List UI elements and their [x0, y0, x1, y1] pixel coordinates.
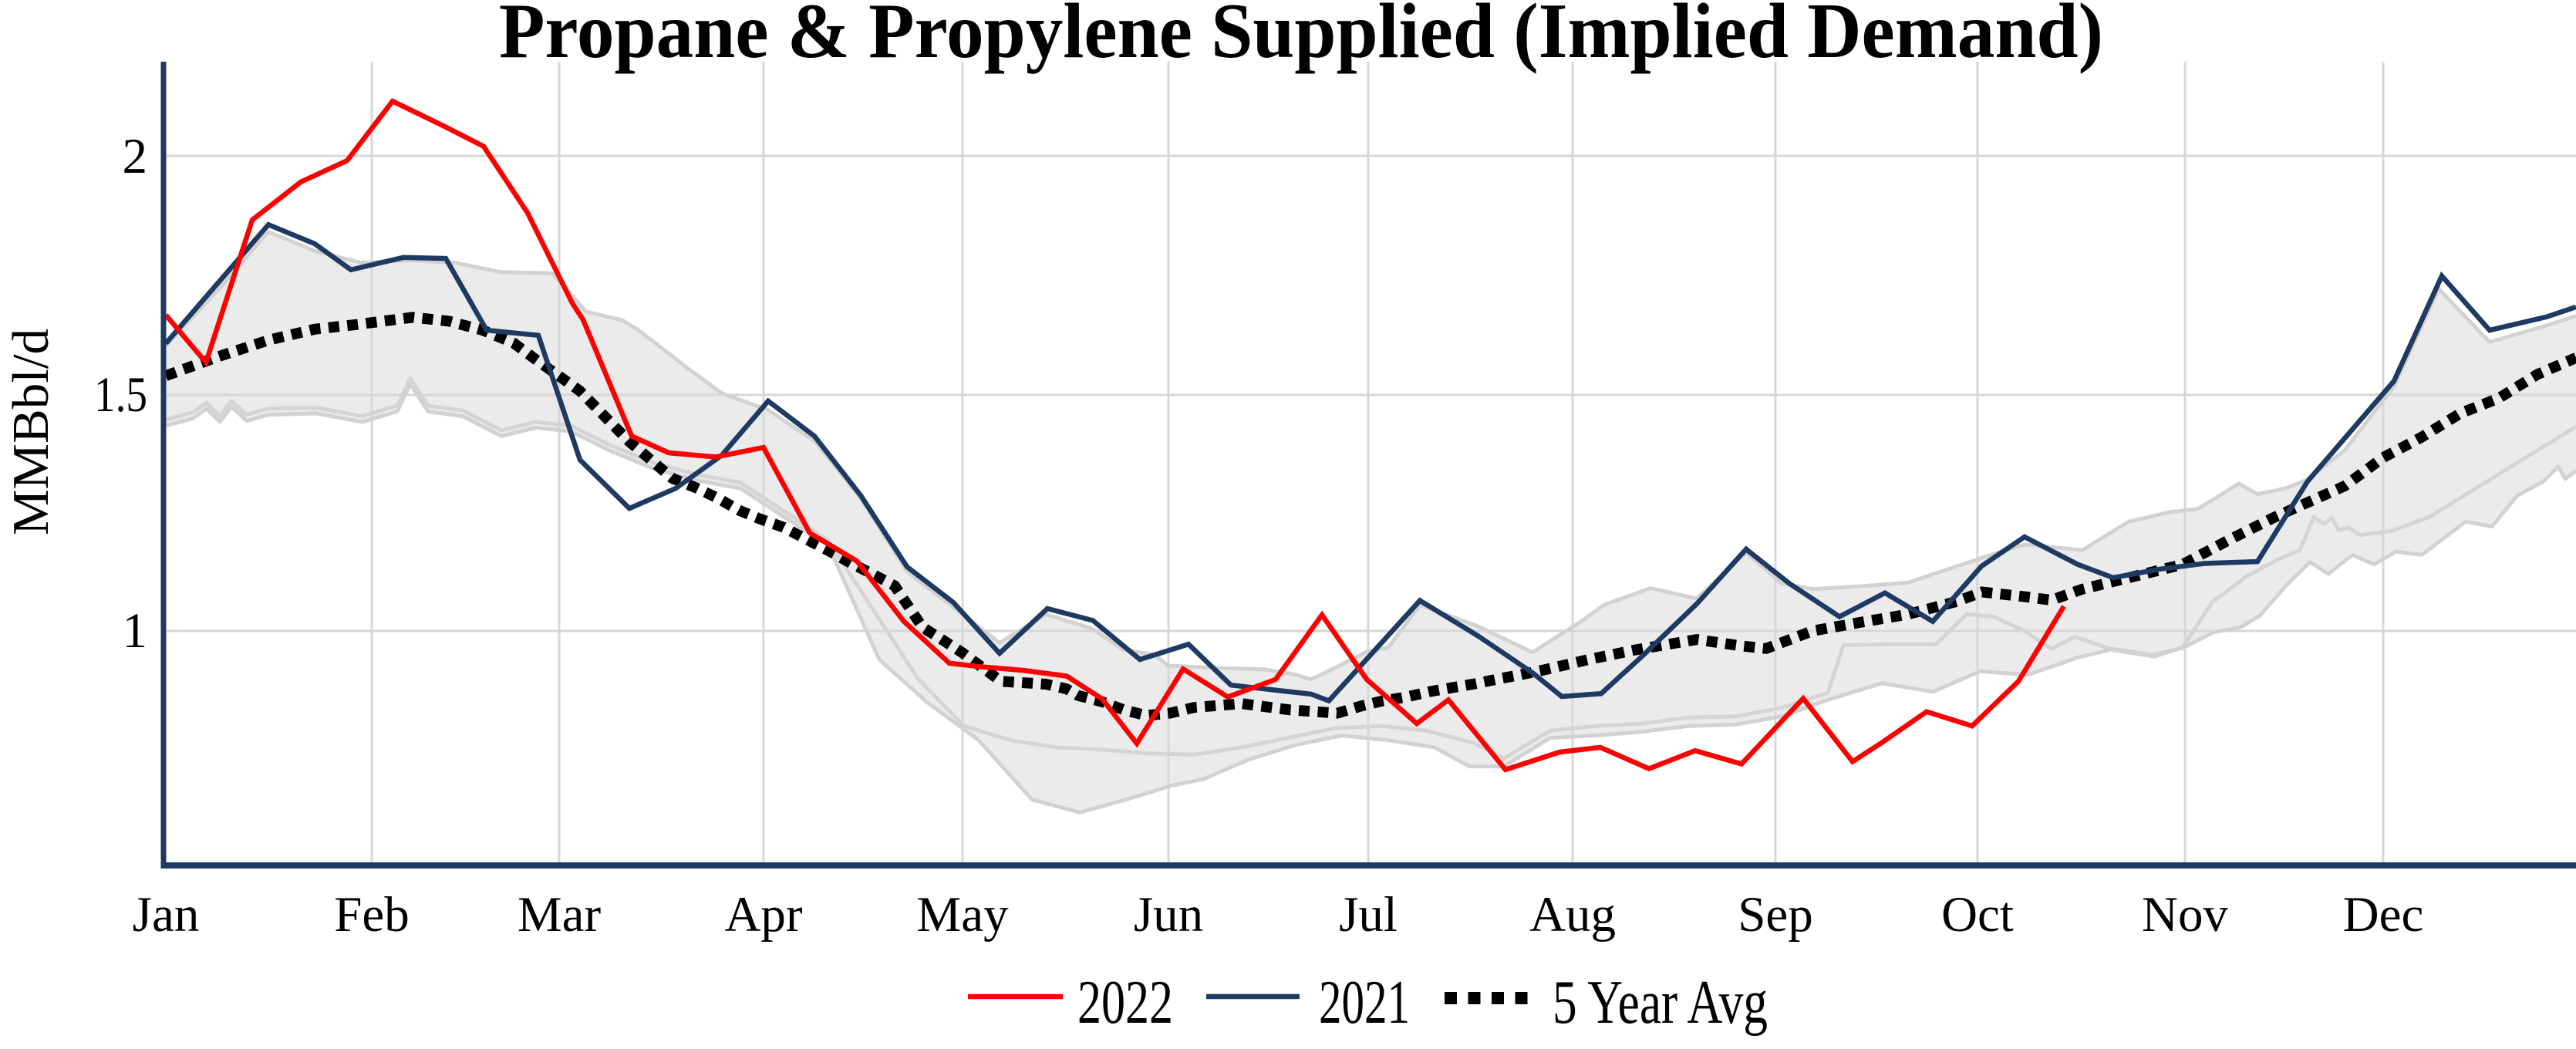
svg-text:2022: 2022 [1077, 969, 1173, 1037]
svg-text:Aug: Aug [1529, 887, 1616, 943]
svg-text:1.5: 1.5 [94, 367, 147, 423]
svg-text:Nov: Nov [2142, 887, 2228, 943]
svg-text:Jun: Jun [1134, 887, 1203, 943]
svg-text:Jul: Jul [1339, 887, 1398, 943]
svg-text:May: May [916, 887, 1009, 943]
svg-text:Apr: Apr [724, 887, 802, 943]
svg-text:Dec: Dec [2343, 887, 2424, 943]
svg-text:2021: 2021 [1319, 969, 1410, 1037]
svg-text:MMBbl/d: MMBbl/d [2, 329, 59, 535]
svg-text:Sep: Sep [1738, 887, 1813, 943]
svg-text:2: 2 [123, 129, 148, 184]
svg-text:Propane & Propylene Supplied (: Propane & Propylene Supplied (Implied De… [499, 0, 2103, 75]
svg-text:Oct: Oct [1941, 887, 2014, 943]
svg-text:5 Year Avg: 5 Year Avg [1553, 969, 1768, 1037]
svg-text:Mar: Mar [518, 887, 602, 943]
svg-text:Feb: Feb [334, 887, 410, 943]
svg-text:1: 1 [123, 603, 148, 659]
svg-text:Jan: Jan [133, 887, 200, 943]
